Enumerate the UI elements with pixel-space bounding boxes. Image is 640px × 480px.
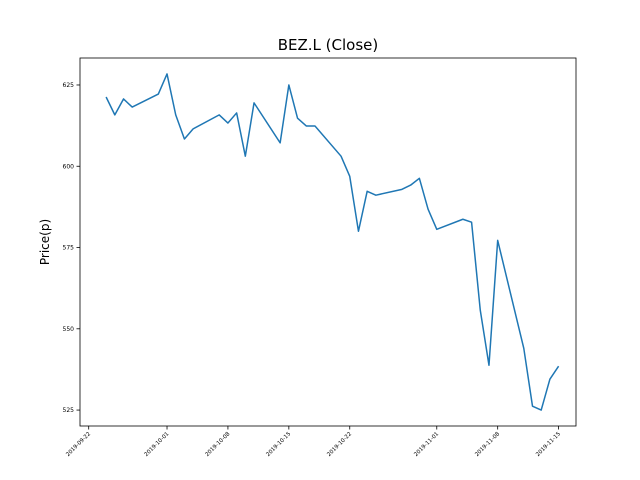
- chart-title: BEZ.L (Close): [278, 36, 379, 54]
- plot-frame: [79, 57, 577, 427]
- y-tick-label: 525: [63, 407, 75, 414]
- y-tick-label: 550: [63, 326, 75, 333]
- price-line: [105, 73, 560, 411]
- y-tick-label: 575: [63, 245, 75, 252]
- y-tick-label: 625: [63, 82, 75, 89]
- y-tick-label: 600: [63, 163, 75, 170]
- y-axis-label: Price(p): [38, 219, 52, 265]
